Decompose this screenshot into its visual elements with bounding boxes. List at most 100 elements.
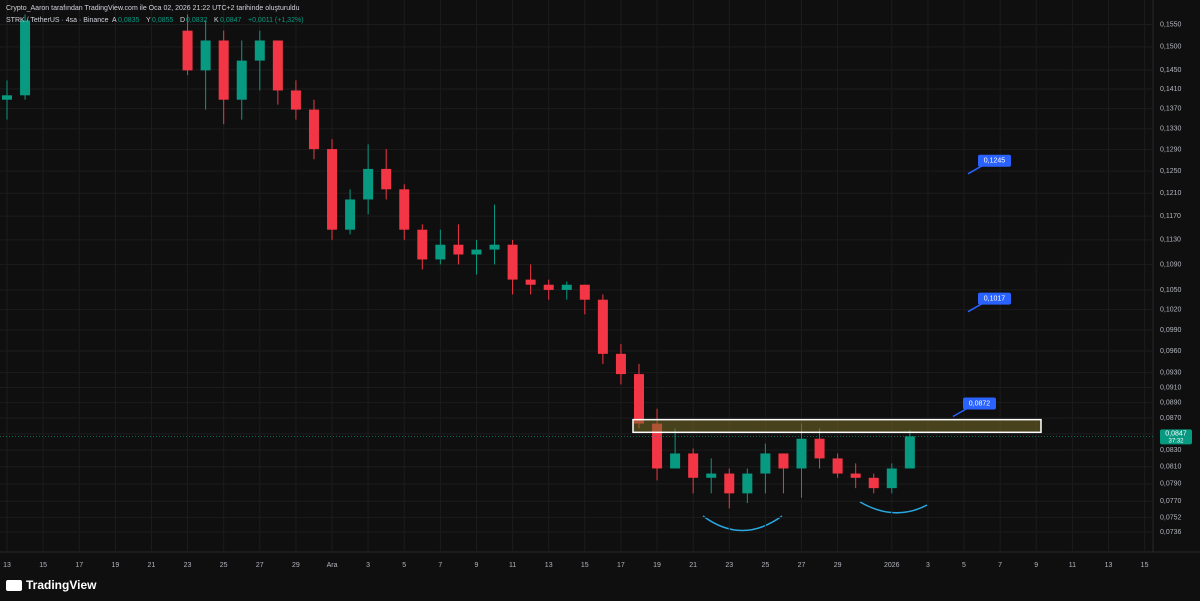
x-tick-label: 7	[438, 562, 442, 569]
y-tick-label: 0,0930	[1160, 369, 1182, 376]
candle-body	[525, 279, 536, 285]
logo: TradingView	[26, 578, 97, 592]
target-pointer	[967, 303, 983, 313]
candle-body	[706, 473, 717, 478]
candle-body	[417, 229, 428, 260]
x-tick-label: 29	[834, 562, 842, 569]
target-box	[963, 397, 996, 410]
target-pointer	[952, 407, 968, 418]
y-tick-label: 0,1050	[1160, 287, 1182, 294]
candle-body	[363, 168, 374, 200]
y-tick-label: 0,1250	[1160, 168, 1182, 175]
target-pointer	[967, 165, 983, 175]
y-tick-label: 0,1090	[1160, 261, 1182, 268]
candle-body	[453, 244, 464, 255]
candle-body	[886, 468, 897, 489]
x-tick-label: 27	[256, 562, 264, 569]
x-tick-label: 19	[653, 562, 661, 569]
x-tick-label: 15	[1141, 562, 1149, 569]
x-tick-label: 3	[366, 562, 370, 569]
last-price-label: 0,0847	[1165, 431, 1187, 438]
x-tick-label: 17	[75, 562, 83, 569]
x-tick-label: 9	[1034, 562, 1038, 569]
credit: Crypto_Aaron tarafından TradingView.com …	[6, 5, 300, 12]
ohlc-key: D	[180, 17, 185, 24]
candle-body	[489, 244, 500, 250]
ohlc-key: A	[112, 17, 117, 24]
y-tick-label: 0,1410	[1160, 86, 1182, 93]
candle-body	[850, 473, 861, 478]
x-tick-label: 29	[292, 562, 300, 569]
candle-body	[290, 90, 301, 110]
ohlc-key: Y	[146, 17, 151, 24]
candle-body	[543, 284, 554, 290]
y-tick-label: 0,0810	[1160, 464, 1182, 471]
x-tick-label: 5	[962, 562, 966, 569]
x-tick-label: 15	[581, 562, 589, 569]
y-tick-label: 0,0736	[1160, 529, 1182, 536]
x-tick-label: 21	[689, 562, 697, 569]
candle-body	[832, 458, 843, 474]
candle-body	[399, 189, 410, 230]
ohlc-value: 0,0835	[118, 17, 140, 24]
x-tick-label: 11	[1069, 562, 1076, 569]
y-tick-label: 0,1450	[1160, 67, 1182, 74]
change: +0,0011 (+1,32%)	[248, 17, 304, 24]
countdown: 37:32	[1168, 438, 1184, 444]
candle-body	[579, 284, 590, 300]
candle-body	[20, 20, 31, 96]
ohlc-value: 0,0832	[186, 17, 208, 24]
logo-icon	[6, 580, 22, 591]
target-box	[978, 154, 1011, 167]
y-tick-label: 0,1020	[1160, 307, 1182, 314]
x-tick-label: 11	[509, 562, 516, 569]
x-tick-label: 23	[184, 562, 192, 569]
x-tick-label: 9	[475, 562, 479, 569]
candle-body	[254, 40, 265, 61]
target-label: 0,1017	[984, 296, 1006, 303]
x-tick-label: 13	[1105, 562, 1113, 569]
y-tick-label: 0,0890	[1160, 399, 1182, 406]
x-tick-label: 27	[798, 562, 806, 569]
x-tick-label: 5	[402, 562, 406, 569]
candle-body	[868, 477, 879, 489]
candle-body	[796, 438, 807, 469]
y-tick-label: 0,0752	[1160, 514, 1182, 521]
x-tick-label: 25	[761, 562, 769, 569]
candle-body	[561, 284, 572, 290]
candle-body	[2, 95, 12, 100]
y-tick-label: 0,0990	[1160, 327, 1182, 334]
ohlc-value: 0,0855	[152, 17, 174, 24]
y-tick-label: 0,0830	[1160, 447, 1182, 454]
candle-body	[308, 109, 319, 150]
target-label: 0,0872	[969, 400, 991, 407]
candle-body	[182, 30, 193, 71]
candle-body	[615, 353, 626, 375]
candle-body	[814, 438, 825, 459]
candle-body	[778, 453, 789, 469]
x-tick-label: 15	[39, 562, 47, 569]
y-tick-label: 0,1550	[1160, 21, 1182, 28]
candle-body	[724, 473, 735, 494]
y-tick-label: 0,1370	[1160, 105, 1182, 112]
y-tick-label: 0,1130	[1160, 237, 1181, 244]
y-tick-label: 0,0960	[1160, 348, 1182, 355]
y-tick-label: 0,1290	[1160, 146, 1182, 153]
pattern-curve	[702, 515, 783, 532]
x-tick-label: 13	[545, 562, 553, 569]
candle-body	[345, 199, 356, 230]
target-box	[978, 292, 1011, 305]
x-tick-label: Ara	[327, 562, 338, 569]
y-tick-label: 0,1500	[1160, 44, 1182, 51]
ohlc-value: 0,0847	[220, 17, 242, 24]
target-label: 0,1245	[984, 158, 1006, 165]
candle-body	[742, 473, 753, 494]
candle-body	[904, 436, 915, 469]
y-tick-label: 0,0910	[1160, 384, 1182, 391]
candle-body	[471, 249, 482, 255]
y-tick-label: 0,0790	[1160, 481, 1182, 488]
candle-body	[200, 40, 211, 71]
y-tick-label: 0,1210	[1160, 190, 1182, 197]
